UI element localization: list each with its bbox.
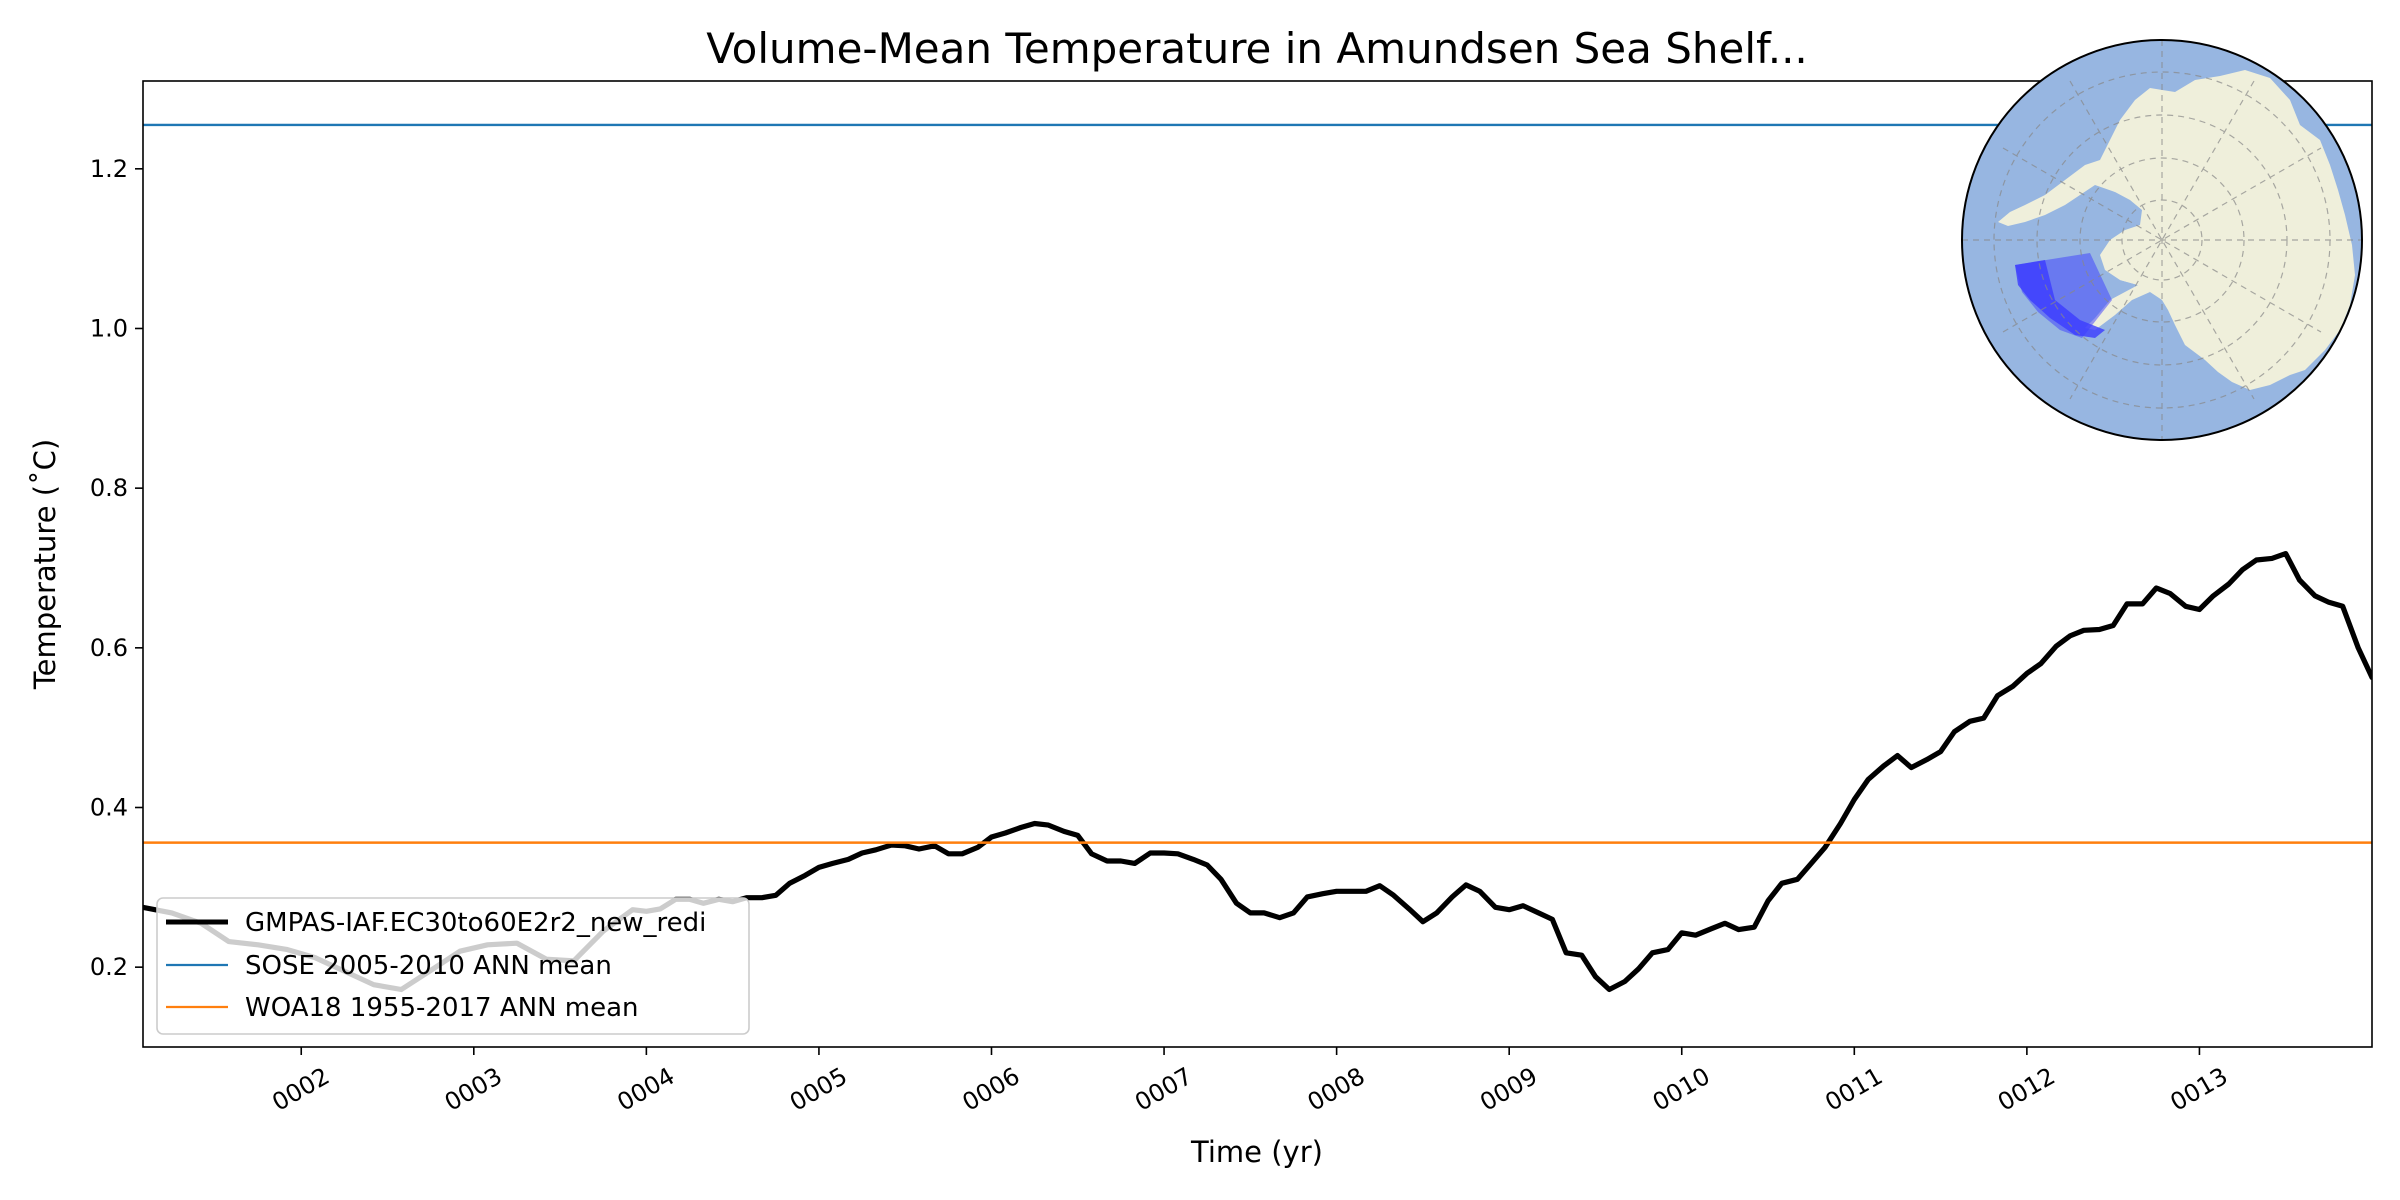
- x-tick-label: 0008: [1303, 1062, 1370, 1117]
- x-tick-label: 0003: [440, 1062, 507, 1117]
- legend-label-model: GMPAS-IAF.EC30to60E2r2_new_redi: [245, 908, 706, 938]
- legend-frame: [156, 897, 750, 1035]
- map-antarctic-peninsula: [1998, 160, 2115, 226]
- y-tick-label: 1.0: [90, 314, 128, 342]
- x-tick-label: 0011: [1820, 1062, 1887, 1117]
- antarctica-map-inset: [1961, 39, 2363, 441]
- legend-label-sose: SOSE 2005-2010 ANN mean: [245, 951, 612, 981]
- y-tick-label: 0.2: [90, 953, 128, 981]
- legend-label-woa: WOA18 1955-2017 ANN mean: [245, 993, 639, 1023]
- chart-title: Volume-Mean Temperature in Amundsen Sea …: [706, 24, 1808, 73]
- x-axis-title: Time (yr): [1190, 1135, 1323, 1169]
- y-tick-label: 0.8: [90, 474, 128, 502]
- y-axis-title: Temperature (˚C): [28, 439, 62, 690]
- x-tick-label: 0002: [267, 1062, 334, 1117]
- x-tick-label: 0010: [1648, 1062, 1715, 1117]
- x-tick-label: 0004: [612, 1062, 679, 1117]
- y-tick-label: 1.2: [90, 155, 128, 183]
- x-tick-label: 0013: [2166, 1062, 2233, 1117]
- x-tick-label: 0007: [1130, 1062, 1197, 1117]
- x-tick-label: 0012: [1993, 1062, 2060, 1117]
- x-tick-label: 0006: [958, 1062, 1025, 1117]
- legend: GMPAS-IAF.EC30to60E2r2_new_redi SOSE 200…: [156, 897, 750, 1035]
- x-axis-ticks: 0002 0003 0004 0005 0006 0007 0008 0009 0010 0011…: [267, 1047, 2232, 1117]
- map-gridlines: [1962, 40, 2362, 440]
- y-tick-label: 0.4: [90, 793, 128, 821]
- x-tick-label: 0005: [785, 1062, 852, 1117]
- y-tick-label: 0.6: [90, 634, 128, 662]
- plot-frame: [142, 80, 2373, 1048]
- x-tick-label: 0009: [1475, 1062, 1542, 1117]
- y-axis-ticks: 0.2 0.4 0.6 0.8 1.0 1.2: [90, 155, 143, 981]
- map-antarctica-landmass: [2100, 70, 2355, 390]
- map-border: [1961, 39, 2363, 441]
